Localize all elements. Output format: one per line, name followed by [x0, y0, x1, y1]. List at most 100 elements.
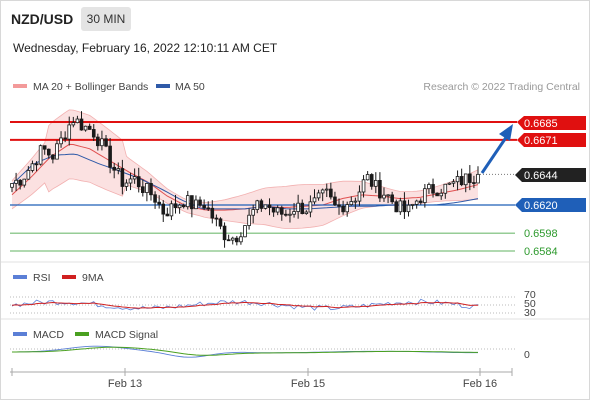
- candle: [46, 148, 51, 159]
- candle: [218, 217, 223, 230]
- candle: [251, 204, 255, 224]
- candle: [447, 182, 452, 186]
- candle: [124, 179, 129, 191]
- candle: [308, 195, 313, 218]
- candle: [361, 175, 366, 198]
- macd-tick-0: 0: [524, 349, 530, 361]
- candle: [263, 204, 268, 210]
- candle: [198, 196, 202, 207]
- candle: [165, 207, 170, 217]
- candle: [79, 111, 84, 131]
- candle: [22, 178, 27, 188]
- x-axis-ticks: [11, 368, 513, 376]
- candle: [75, 115, 80, 124]
- rsi-ma-legend-label: 9MA: [82, 272, 104, 284]
- bollinger-fill: [12, 109, 478, 229]
- candle: [279, 205, 284, 221]
- candle: [255, 199, 260, 214]
- candle: [431, 178, 435, 198]
- candle: [30, 160, 35, 173]
- candle: [239, 232, 243, 245]
- candle: [378, 172, 382, 203]
- candle: [382, 187, 386, 202]
- candle: [235, 235, 239, 246]
- macd-legend-swatch: [13, 332, 27, 336]
- candle: [206, 201, 211, 212]
- ma20-legend-label: MA 20 + Bollinger Bands: [33, 81, 148, 93]
- candle: [386, 194, 390, 204]
- candle: [390, 191, 394, 204]
- candle: [63, 131, 67, 143]
- candle: [427, 182, 431, 194]
- rsi-tick-50: 50: [524, 298, 536, 310]
- timeframe-button[interactable]: 30 MIN: [81, 7, 131, 31]
- top-bar: NZD/USD 30 MIN: [0, 0, 590, 38]
- candle: [210, 200, 215, 224]
- candle: [34, 161, 39, 172]
- candle: [181, 203, 186, 209]
- price-label-0598: 0.6598: [524, 228, 558, 240]
- candle: [202, 199, 206, 210]
- candle: [18, 179, 22, 190]
- candle: [153, 191, 157, 209]
- rsi-ma-legend-swatch: [62, 275, 76, 279]
- price-label-0620: 0.6620: [515, 198, 586, 212]
- candles: [10, 111, 480, 248]
- candle: [459, 168, 464, 187]
- candle: [116, 162, 121, 175]
- candle: [369, 173, 374, 190]
- candle: [112, 162, 116, 179]
- candle: [104, 135, 108, 148]
- candle: [145, 182, 149, 202]
- candle: [463, 173, 468, 193]
- candle: [91, 124, 96, 141]
- candle: [439, 188, 444, 200]
- candle: [353, 197, 358, 209]
- x-tick-feb13: Feb 13: [108, 378, 142, 390]
- candle: [100, 130, 104, 151]
- price-label-0644: 0.6644: [515, 168, 586, 182]
- candle: [194, 195, 198, 210]
- candle: [83, 125, 88, 132]
- candle: [288, 208, 292, 223]
- svg-text:0.6671: 0.6671: [524, 135, 558, 147]
- rsi-lines: [10, 296, 515, 314]
- candle: [414, 199, 419, 209]
- candle: [337, 198, 341, 215]
- candle: [284, 209, 288, 217]
- candle: [141, 179, 145, 197]
- candle: [14, 172, 18, 191]
- candle: [169, 200, 174, 221]
- candle: [71, 116, 76, 128]
- rsi-legend-swatch: [13, 275, 27, 279]
- candle: [51, 154, 55, 164]
- candle: [296, 194, 300, 219]
- candle: [374, 172, 378, 194]
- candle: [149, 178, 153, 201]
- svg-text:0.6644: 0.6644: [524, 170, 558, 182]
- candle: [349, 196, 354, 206]
- candle: [87, 123, 92, 130]
- candle: [333, 191, 337, 206]
- candle: [177, 203, 182, 214]
- forecast-arrow: [480, 124, 513, 174]
- price-label-0584: 0.6584: [524, 246, 558, 258]
- candle: [394, 199, 399, 213]
- svg-text:0.6685: 0.6685: [524, 118, 558, 130]
- candle: [230, 236, 235, 245]
- ma50-legend-swatch: [156, 84, 170, 88]
- candle: [316, 189, 321, 201]
- candle: [345, 201, 349, 217]
- candle: [402, 192, 407, 219]
- candle: [324, 183, 329, 198]
- x-tick-feb15: Feb 15: [291, 378, 325, 390]
- rsi-tick-70: 70: [524, 289, 536, 301]
- pair-title: NZD/USD: [11, 11, 74, 27]
- candle: [267, 198, 272, 216]
- svg-text:0.6620: 0.6620: [524, 200, 558, 212]
- macd-signal-line: [12, 346, 478, 356]
- candle: [365, 171, 370, 181]
- candle: [271, 207, 276, 217]
- candle: [406, 199, 411, 217]
